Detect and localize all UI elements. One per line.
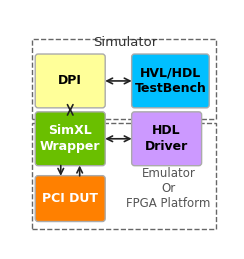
FancyBboxPatch shape [35, 54, 105, 108]
Text: PCI DUT: PCI DUT [42, 192, 98, 205]
Text: Simulator: Simulator [93, 36, 157, 49]
FancyBboxPatch shape [35, 112, 105, 166]
Text: HVL/HDL
TestBench: HVL/HDL TestBench [134, 67, 206, 95]
FancyBboxPatch shape [35, 176, 105, 221]
Text: HDL
Driver: HDL Driver [145, 124, 188, 153]
Text: DPI: DPI [58, 74, 82, 88]
FancyBboxPatch shape [132, 54, 209, 108]
Text: Emulator
Or
FPGA Platform: Emulator Or FPGA Platform [126, 167, 211, 210]
Bar [32, 123, 216, 228]
Bar [32, 39, 216, 119]
FancyBboxPatch shape [132, 112, 202, 166]
Text: SimXL
Wrapper: SimXL Wrapper [40, 124, 101, 153]
